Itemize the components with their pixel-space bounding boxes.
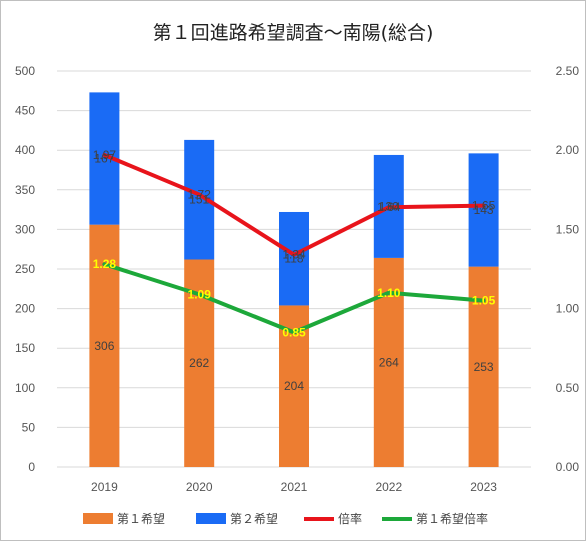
x-tick-label: 2023	[470, 480, 497, 494]
legend-label: 第１希望倍率	[416, 511, 488, 526]
left-tick-label: 300	[15, 222, 35, 236]
legend-swatch	[196, 513, 226, 524]
right-tick-label: 0.50	[556, 381, 580, 395]
left-tick-label: 450	[15, 104, 35, 118]
legend-label: 第１希望	[117, 511, 165, 526]
ratio-line	[102, 152, 486, 257]
bar-data-label: 143	[474, 203, 494, 217]
bar-data-label: 262	[189, 356, 209, 370]
left-tick-label: 0	[28, 460, 35, 474]
left-tick-label: 200	[15, 302, 35, 316]
bar-data-label: 167	[94, 152, 114, 166]
bar-data-label: 204	[284, 379, 304, 393]
right-tick-label: 1.00	[556, 302, 580, 316]
chart-title: 第１回進路希望調査～南陽(総合)	[153, 22, 434, 44]
bar-second-choice	[279, 211, 309, 306]
right-tick-label: 2.50	[556, 64, 580, 78]
legend-label: 第２希望	[230, 511, 278, 526]
x-tick-label: 2020	[186, 480, 213, 494]
legend-label: 倍率	[338, 511, 362, 526]
line-labels: 1.97 1.72 1.34 1.64 1.65 1.28 1.09 0.85 1.10 1.05	[93, 148, 496, 339]
first-choice-ratio-line	[102, 262, 486, 335]
line-data-label: 1.65	[472, 199, 496, 213]
left-tick-label: 250	[15, 262, 35, 276]
left-tick-label: 350	[15, 183, 35, 197]
bar-data-label: 151	[189, 193, 209, 207]
left-tick-label: 500	[15, 64, 35, 78]
line-data-label: 1.34	[282, 248, 306, 262]
bar-second-choice	[468, 153, 499, 267]
left-tick-label: 400	[15, 143, 35, 157]
left-tick-label: 50	[22, 420, 36, 434]
legend-swatch	[83, 513, 113, 524]
legend: 第１希望 第２希望 倍率 第１希望倍率	[83, 511, 488, 526]
x-tick-label: 2019	[91, 480, 118, 494]
line-data-label: 1.05	[472, 294, 496, 308]
left-tick-label: 100	[15, 381, 35, 395]
left-axis-ticks: 0 50 100 150 200 250 300 350 400 450 500	[15, 64, 35, 474]
right-tick-label: 2.00	[556, 143, 580, 157]
x-tick-label: 2021	[281, 480, 308, 494]
bar-data-label: 130	[379, 199, 399, 213]
bar-data-label: 118	[284, 252, 303, 266]
x-axis-ticks: 2019 2020 2021 2022 2023	[91, 480, 497, 494]
bar-labels: 306 167 262 151 204 118 264 130 253 143	[94, 152, 494, 394]
bar-data-label: 253	[474, 360, 494, 374]
line-data-label: 1.97	[93, 148, 117, 162]
right-axis-ticks: 0.00 0.50 1.00 1.50 2.00 2.50	[556, 64, 580, 474]
right-tick-label: 1.50	[556, 222, 580, 236]
line-data-label: 1.28	[93, 257, 117, 271]
x-tick-label: 2022	[375, 480, 402, 494]
bar-data-label: 264	[379, 355, 399, 369]
line-data-label: 0.85	[282, 325, 306, 339]
line-data-label: 1.09	[188, 287, 212, 301]
line-data-label: 1.10	[377, 286, 401, 300]
lines	[102, 152, 486, 335]
bar-data-label: 306	[94, 339, 114, 353]
line-data-label: 1.72	[188, 188, 212, 202]
left-tick-label: 150	[15, 341, 35, 355]
right-tick-label: 0.00	[556, 460, 580, 474]
line-data-label: 1.64	[377, 200, 401, 214]
bars	[89, 92, 499, 467]
